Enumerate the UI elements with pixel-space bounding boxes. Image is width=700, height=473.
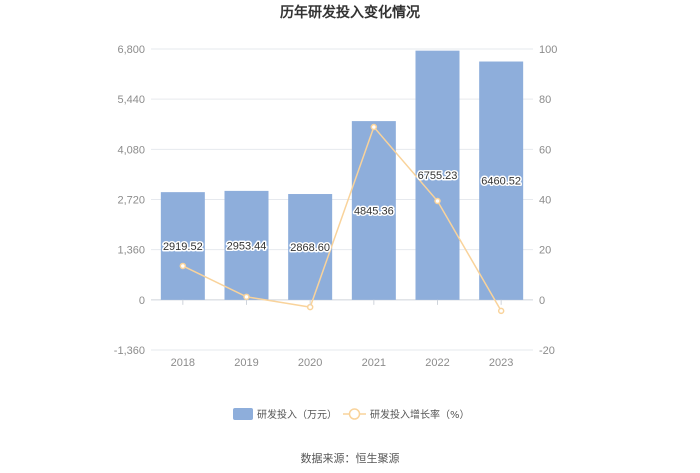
y-left-tick-label: 5,440	[117, 94, 145, 106]
growth-rate-line	[182, 125, 502, 312]
line-point	[434, 197, 441, 205]
line-series	[179, 123, 505, 315]
y-right-tick-label: 40	[539, 195, 551, 207]
line-point	[497, 307, 505, 315]
line-point	[306, 303, 314, 311]
bar	[288, 194, 333, 300]
y-right-tick-label: 0	[539, 295, 545, 307]
y-left-tick-label: 1,360	[117, 245, 145, 257]
legend-item-line[interactable]: 研发投入增长率（%）	[343, 408, 470, 421]
y-left-tick-label: 6,800	[117, 44, 145, 56]
line-point	[243, 293, 250, 301]
y-right-tick-label: -20	[539, 345, 555, 357]
bar	[160, 192, 205, 300]
y-right-tick-label: 60	[539, 144, 551, 156]
y-axis-left: -1,360 0 1,360 2,720 4,080 5,440 6,800	[114, 44, 145, 357]
bar-data-label: 6460.52	[481, 176, 521, 188]
bar	[224, 190, 269, 300]
y-left-tick-label: 0	[139, 295, 145, 307]
x-axis: 2018 2019 2020 2021 2022 2023	[171, 299, 513, 369]
x-tick-label: 2022	[425, 357, 449, 369]
bar-data-label: 4845.36	[354, 205, 394, 217]
line-point	[370, 123, 378, 131]
bar	[479, 61, 524, 300]
source-label: 数据来源：恒生聚源	[301, 451, 400, 465]
legend-line-marker	[348, 408, 361, 420]
bar-data-label: 6755.23	[418, 170, 458, 182]
x-tick-label: 2018	[171, 357, 195, 369]
y-left-tick-label: -1,360	[114, 345, 145, 357]
legend-item-bar[interactable]: 研发投入（万元）	[233, 408, 337, 421]
x-tick-label: 2023	[489, 357, 513, 369]
bar-data-label: 2868.60	[290, 242, 330, 254]
bar-data-label: 2919.52	[163, 241, 203, 253]
x-tick-label: 2020	[298, 357, 322, 369]
y-right-tick-label: 20	[539, 245, 551, 257]
legend-bar-swatch	[233, 408, 253, 420]
bar	[415, 50, 460, 300]
y-left-tick-label: 4,080	[117, 144, 145, 156]
bar	[351, 121, 396, 300]
legend-line-label: 研发投入增长率（%）	[370, 408, 470, 421]
x-tick-label: 2019	[234, 357, 258, 369]
y-right-tick-label: 100	[539, 44, 557, 56]
line-point	[179, 262, 187, 270]
bar-data-label: 2953.44	[227, 240, 267, 252]
bar-series	[160, 50, 524, 300]
legend-bar-label: 研发投入（万元）	[257, 408, 337, 421]
bar-data-labels: 2919.52 2953.44 2868.60 4845.36 6755.23 6460.…	[161, 169, 522, 256]
chart-title: 历年研发投入变化情况	[280, 4, 420, 21]
y-left-tick-label: 2,720	[117, 195, 145, 207]
x-tick-label: 2021	[362, 357, 386, 369]
y-right-tick-label: 80	[539, 94, 551, 106]
y-axis-right: -20 0 20 40 60 80 100	[539, 44, 557, 357]
legend: 研发投入（万元） 研发投入增长率（%）	[233, 408, 470, 421]
grid-lines	[151, 48, 533, 351]
